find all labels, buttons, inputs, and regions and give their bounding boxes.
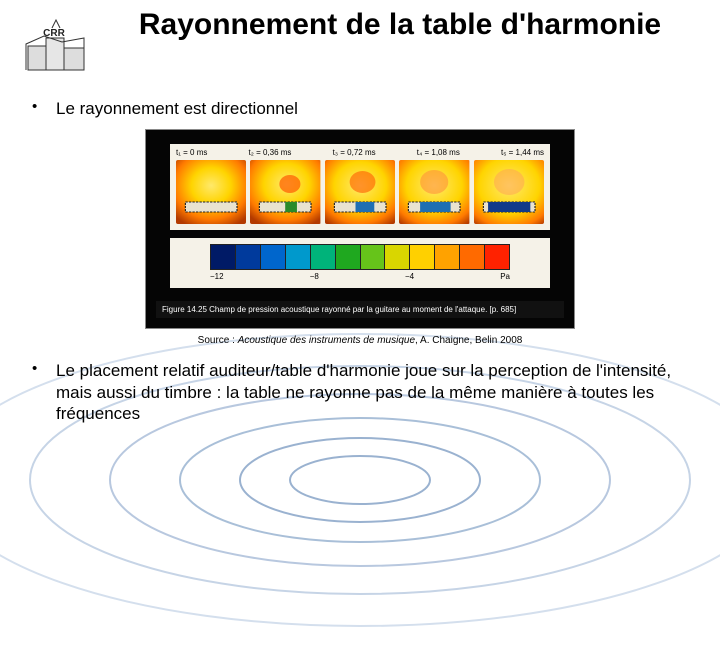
colorbar-swatch xyxy=(460,245,485,269)
source-prefix: Source : xyxy=(198,335,238,346)
logo-text: CRR xyxy=(43,28,65,39)
figure-caption: Figure 14.25 Champ de pression acoustiqu… xyxy=(156,301,564,318)
content-area: • Le rayonnement est directionnel t₁ = 0… xyxy=(32,98,688,424)
colorbar-tick: −12 xyxy=(210,272,224,281)
bullet-marker: • xyxy=(32,360,56,424)
time-labels-row: t₁ = 0 ms t₂ = 0,36 ms t₃ = 0,72 ms t₄ =… xyxy=(170,144,550,158)
page-title: Rayonnement de la table d'harmonie xyxy=(120,8,680,43)
heatmap-panel xyxy=(399,160,469,224)
colorbar-ticks: −12 −8 −4 Pa xyxy=(210,272,510,281)
colorbar-swatch xyxy=(236,245,261,269)
heatmap-panel xyxy=(250,160,320,224)
colorbar-swatch xyxy=(336,245,361,269)
source-citation: Source : Acoustique des instruments de m… xyxy=(145,335,575,346)
time-label: t₄ = 1,08 ms xyxy=(417,148,460,158)
bullet-2: • Le placement relatif auditeur/table d'… xyxy=(32,360,688,424)
colorbar xyxy=(210,244,510,270)
time-label: t₁ = 0 ms xyxy=(176,148,207,158)
bullet-1-text: Le rayonnement est directionnel xyxy=(56,98,298,119)
heatmap-panel xyxy=(176,160,246,224)
heatmap-panel xyxy=(474,160,544,224)
colorbar-swatch xyxy=(485,245,509,269)
heatmap-panel xyxy=(325,160,395,224)
time-label: t₂ = 0,36 ms xyxy=(249,148,292,158)
bullet-1: • Le rayonnement est directionnel xyxy=(32,98,688,119)
colorbar-swatch xyxy=(435,245,460,269)
source-title: Acoustique des instruments de musique xyxy=(238,335,415,346)
time-label: t₅ = 1,44 ms xyxy=(501,148,544,158)
colorbar-swatch xyxy=(410,245,435,269)
crr-logo: CRR xyxy=(22,18,100,76)
figure-container: t₁ = 0 ms t₂ = 0,36 ms t₃ = 0,72 ms t₄ =… xyxy=(145,129,575,346)
colorbar-swatch xyxy=(211,245,236,269)
bullet-2-text: Le placement relatif auditeur/table d'ha… xyxy=(56,360,688,424)
colorbar-tick: Pa xyxy=(500,272,510,281)
acoustic-figure: t₁ = 0 ms t₂ = 0,36 ms t₃ = 0,72 ms t₄ =… xyxy=(145,129,575,329)
bullet-marker: • xyxy=(32,98,56,119)
colorbar-swatch xyxy=(311,245,336,269)
colorbar-tick: −8 xyxy=(310,272,319,281)
heatmap-row xyxy=(170,158,550,230)
source-suffix: , A. Chaigne, Belin 2008 xyxy=(415,335,522,346)
colorbar-swatch xyxy=(286,245,311,269)
colorbar-swatch xyxy=(361,245,386,269)
colorbar-swatch xyxy=(385,245,410,269)
colorbar-swatch xyxy=(261,245,286,269)
colorbar-tick: −4 xyxy=(405,272,414,281)
time-label: t₃ = 0,72 ms xyxy=(333,148,376,158)
colorbar-area: −12 −8 −4 Pa xyxy=(170,238,550,288)
